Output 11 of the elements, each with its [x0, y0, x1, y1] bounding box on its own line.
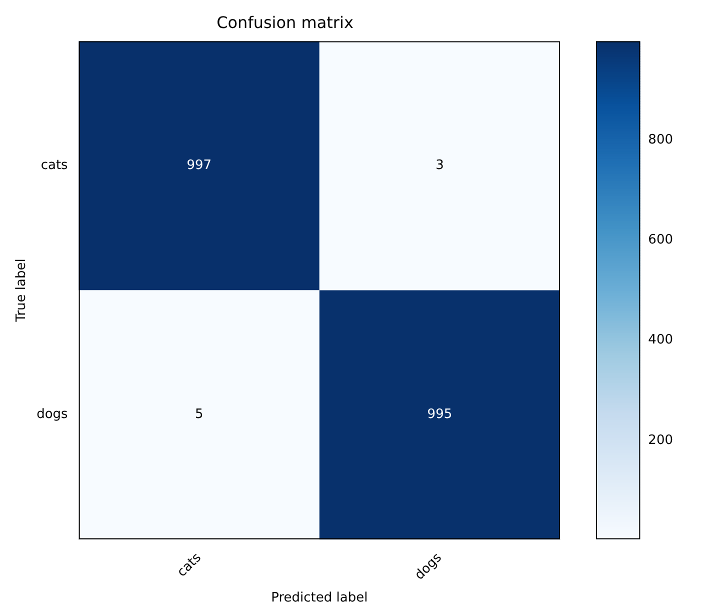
color-bar-label: 800	[648, 132, 674, 148]
chart-title: Confusion matrix	[216, 12, 354, 32]
color-bar-label: 600	[648, 232, 674, 248]
data-label: 5	[194, 407, 204, 422]
color-bar-label: 400	[648, 332, 674, 348]
color-bar-label: 200	[648, 432, 674, 448]
data-label: 995	[427, 407, 452, 422]
data-label: 997	[186, 158, 212, 174]
data-label: 3	[436, 158, 444, 174]
y-axis-title: True label	[14, 258, 30, 323]
x-axis-title: Predicted label	[271, 590, 368, 606]
